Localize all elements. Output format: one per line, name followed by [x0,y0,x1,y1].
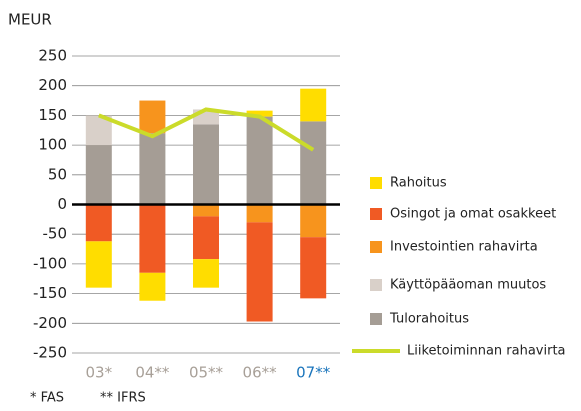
legend-label: Investointien rahavirta [390,240,538,255]
bar-segment [300,204,327,238]
bar-segment [300,121,327,205]
legend-swatch [370,177,382,189]
bar-segment [193,216,219,260]
bar-segment [139,204,166,273]
bar-segment [246,110,273,117]
y-tick-label: 200 [38,76,67,94]
legend-swatch [370,241,382,253]
x-tick-label: 03* [86,364,113,382]
bar-segment [246,222,273,322]
legend-swatch [370,279,382,291]
x-tick-label: 07** [296,364,331,382]
bar-segment [139,272,166,301]
legend-label: Käyttöpääoman muutos [390,278,546,293]
bar-segment [193,259,219,288]
bar-segment [300,88,327,122]
bar-segment [139,133,166,205]
x-tick-label: 06** [243,364,278,382]
x-tick-label: 05** [189,364,224,382]
bar-segment [139,100,166,134]
y-tick-label: -200 [33,314,67,332]
unit-label: MEUR [8,11,52,29]
y-tick-label: -100 [33,254,67,272]
legend-label: Osingot ja omat osakkeet [390,207,556,222]
legend-label: Tulorahoitus [389,312,469,327]
y-tick-label: -50 [43,225,68,243]
y-tick-label: -150 [33,284,67,302]
y-tick-label: 50 [48,165,67,183]
y-tick-label: 0 [57,195,67,213]
bar-segment [193,124,219,205]
y-tick-label: -250 [33,344,67,362]
footnote: * FAS [30,391,64,406]
y-tick-label: 100 [38,136,67,154]
bar-segment [85,145,112,205]
x-tick-label: 04** [135,364,170,382]
bar-segment [300,237,327,299]
legend-swatch [370,313,382,325]
bar-segment [246,204,273,223]
legend-swatch [370,208,382,220]
y-tick-label: 150 [38,106,67,124]
legend-label: Rahoitus [390,176,447,191]
bar-segment [193,204,219,217]
bar-segment [85,241,112,288]
footnote: ** IFRS [100,391,146,406]
legend-label: Liiketoiminnan rahavirta [407,344,566,359]
bar-segment [85,204,112,242]
line-series [98,107,315,152]
y-tick-label: 250 [38,47,67,65]
bar-segment [246,116,273,205]
